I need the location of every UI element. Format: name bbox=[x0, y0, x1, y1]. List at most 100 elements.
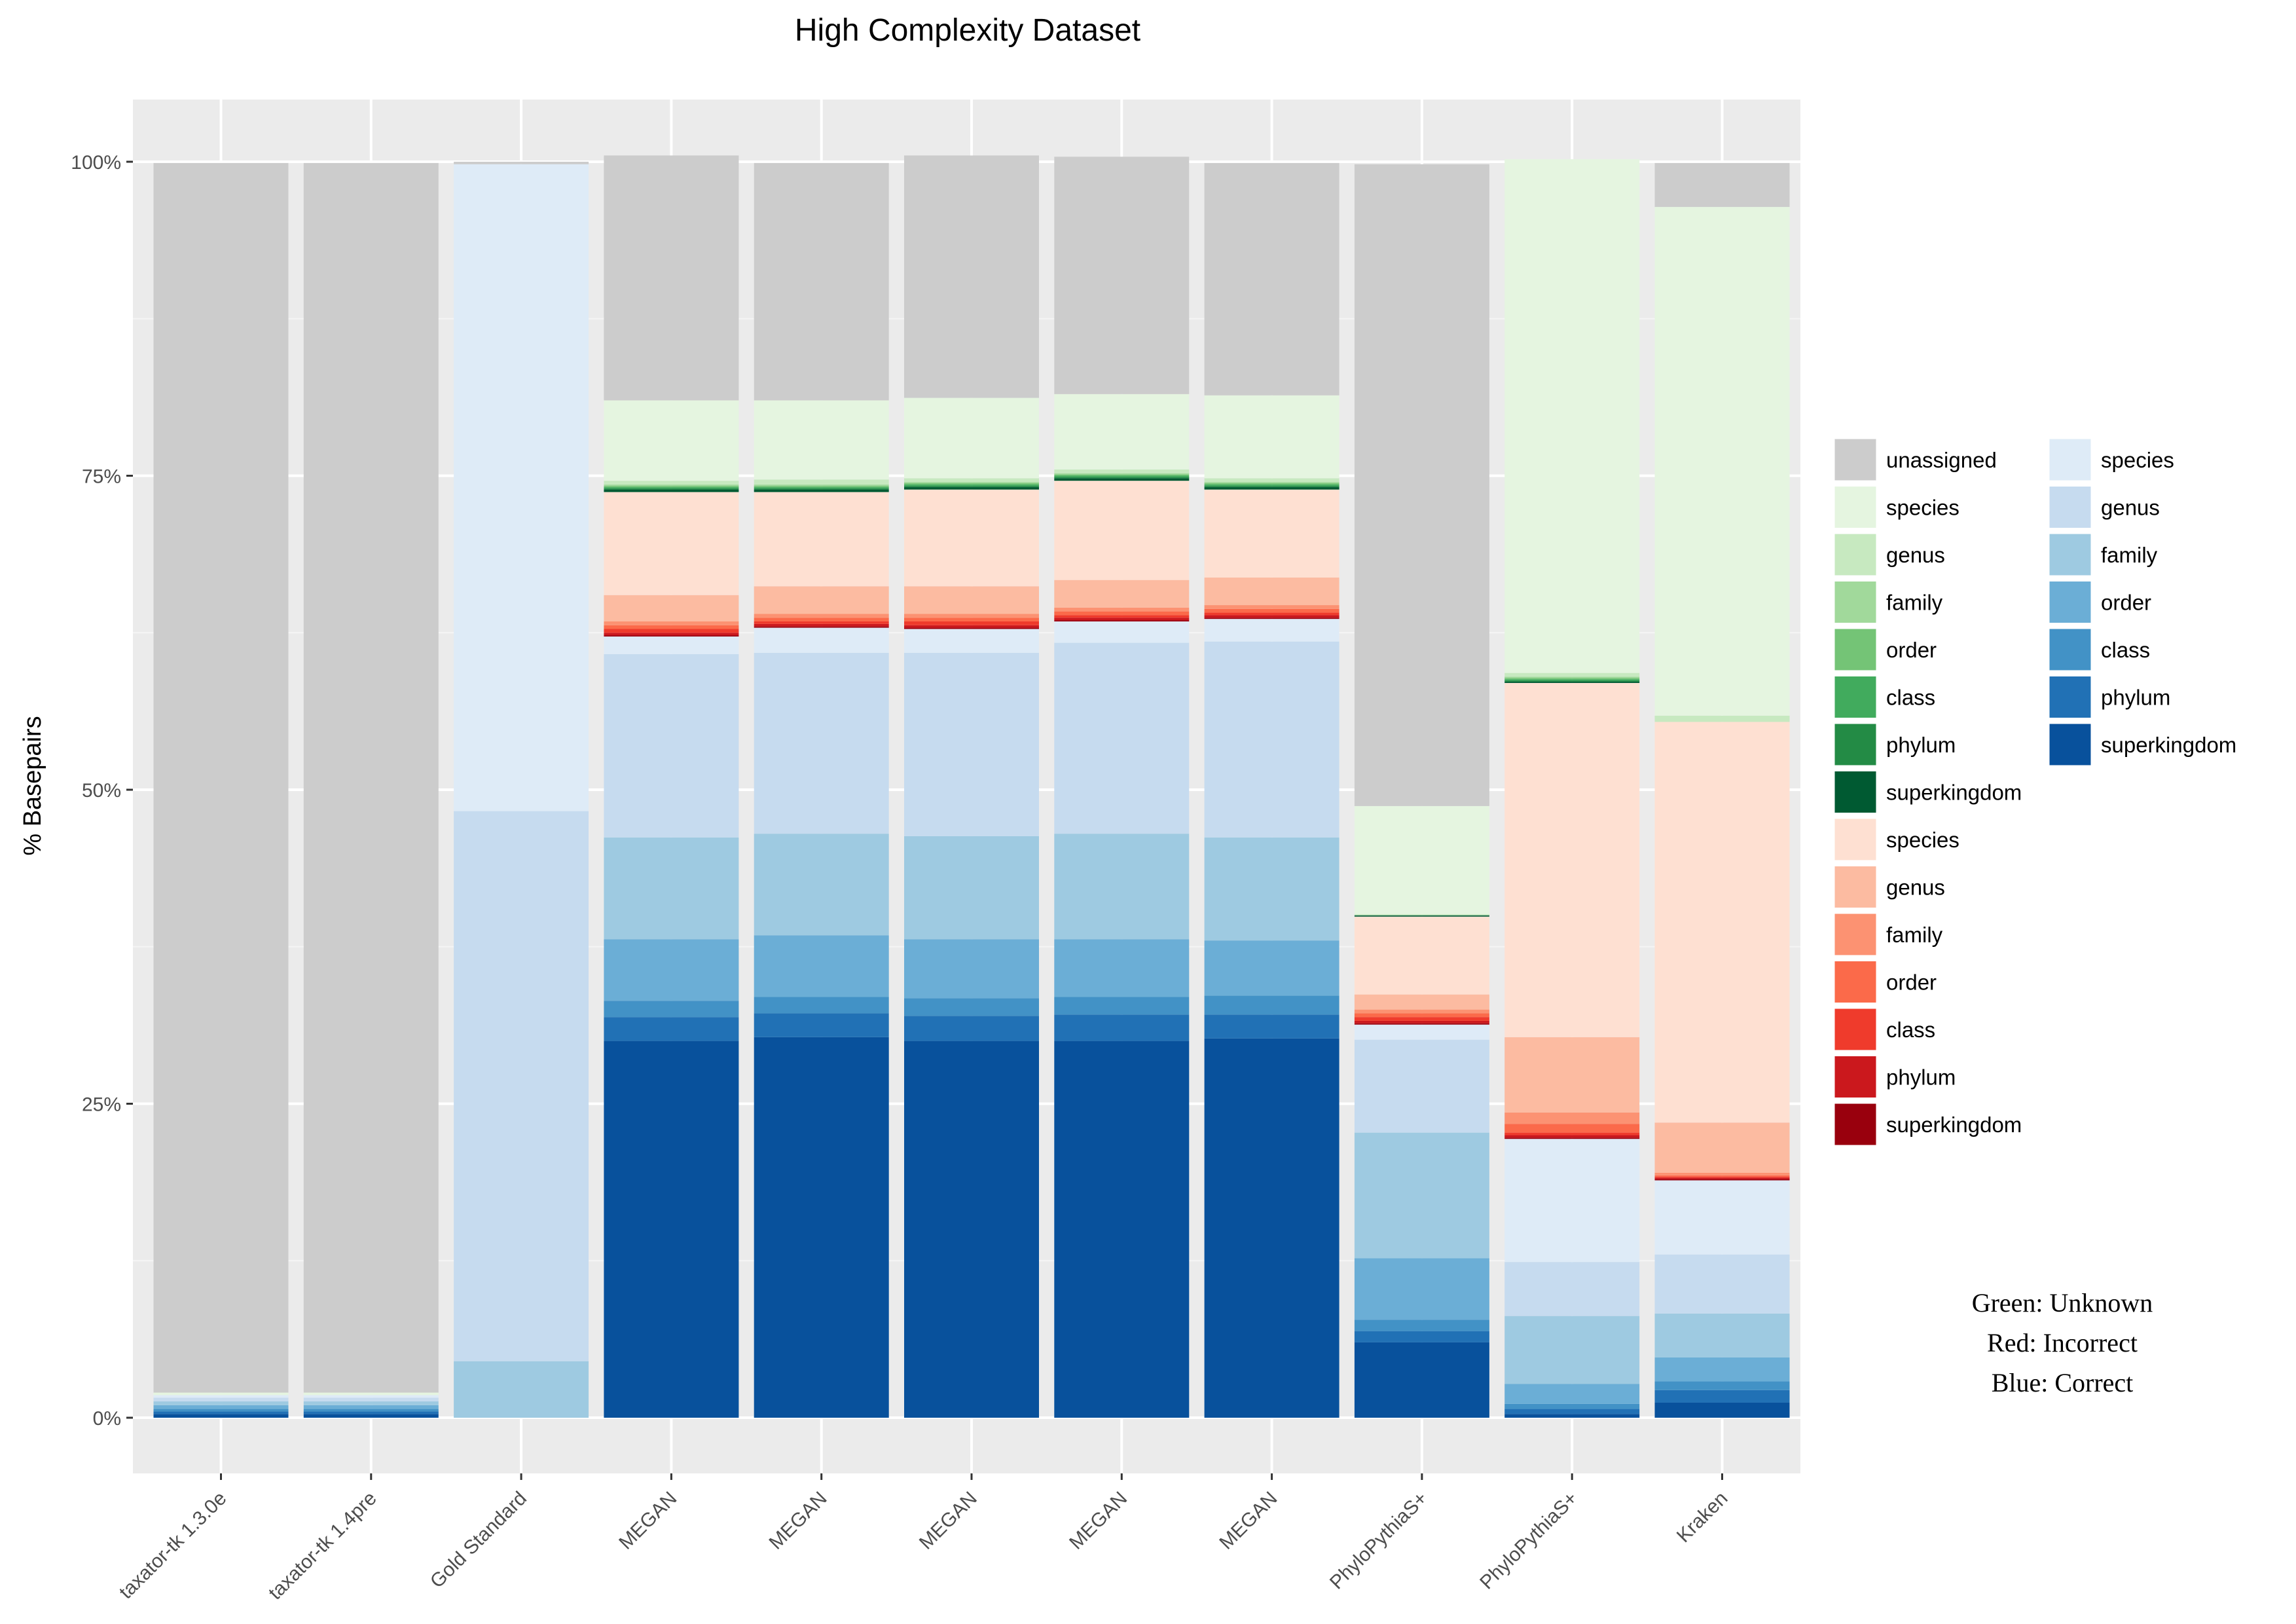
bar-segment-order bbox=[604, 939, 739, 1001]
bar-segment-phylum bbox=[604, 488, 739, 490]
legend-swatch bbox=[1832, 674, 1878, 720]
bar-stack bbox=[303, 162, 439, 1418]
bar-segment-phylum bbox=[1204, 615, 1339, 618]
legend-swatch bbox=[2047, 580, 2093, 625]
chart-title: High Complexity Dataset bbox=[795, 13, 1140, 48]
bar-segment-phylum bbox=[1504, 680, 1640, 682]
bar-segment-genus bbox=[904, 478, 1039, 483]
bar-segment-family bbox=[1654, 1172, 1790, 1175]
bar-segment-phylum bbox=[1054, 477, 1190, 479]
legend-swatch bbox=[2047, 532, 2093, 578]
bar-segment-superkingdom bbox=[1354, 915, 1489, 917]
bar-segment-phylum bbox=[604, 1017, 739, 1041]
bar-segment-unassigned bbox=[303, 162, 439, 1393]
bar-segment-species bbox=[153, 1392, 289, 1395]
bar-segment-family bbox=[1204, 605, 1339, 609]
bar-segment-family bbox=[1204, 482, 1339, 484]
bar-segment-order bbox=[1054, 611, 1190, 616]
bar-segment-order bbox=[1504, 1384, 1640, 1404]
bar-segment-family bbox=[904, 614, 1039, 618]
bar-segment-phylum bbox=[904, 485, 1039, 487]
bar-segment-superkingdom bbox=[904, 1041, 1039, 1418]
bar-segment-species bbox=[1354, 1024, 1489, 1040]
bar-segment-genus bbox=[604, 654, 739, 838]
bar-segment-genus bbox=[454, 811, 589, 1361]
bar-segment-class bbox=[1504, 1132, 1640, 1135]
legend: unassigned species genus family order class ph… bbox=[1832, 437, 2236, 1147]
bar-segment-genus bbox=[1504, 673, 1640, 677]
bar-segment-genus bbox=[1204, 577, 1339, 606]
y-axis-label: % Basepairs bbox=[19, 716, 46, 855]
bar-segment-order bbox=[1204, 940, 1339, 996]
bar-segment-species bbox=[1504, 159, 1640, 673]
bar-segment-species bbox=[1354, 805, 1489, 914]
bar-segment-species bbox=[454, 164, 589, 811]
bar-segment-genus bbox=[754, 652, 889, 834]
bar-segment-phylum bbox=[303, 1411, 439, 1414]
bar-segment-phylum bbox=[1504, 1409, 1640, 1414]
bar-segment-phylum bbox=[754, 488, 889, 490]
legend-label: class bbox=[1886, 686, 1935, 710]
bar-segment-genus bbox=[1054, 469, 1190, 473]
legend-label: species bbox=[2101, 448, 2174, 472]
bar-segment-species bbox=[754, 400, 889, 480]
legend-swatch bbox=[1832, 959, 1878, 1005]
bar-segment-phylum bbox=[604, 633, 739, 636]
bar-segment-class bbox=[1204, 995, 1339, 1015]
bar-segment-family bbox=[153, 1401, 289, 1405]
bar-segment-class bbox=[904, 621, 1039, 625]
legend-label: species bbox=[1886, 496, 1959, 520]
bar-segment-species bbox=[1504, 682, 1640, 1037]
bar-segment-family bbox=[1054, 473, 1190, 475]
bar-segment-genus bbox=[1204, 641, 1339, 838]
bar-segment-phylum bbox=[754, 623, 889, 627]
bar-segment-superkingdom bbox=[604, 635, 739, 637]
legend-swatch bbox=[1832, 627, 1878, 673]
legend-swatch bbox=[1832, 437, 1878, 483]
bar-stack bbox=[1504, 159, 1640, 1418]
bar-segment-class bbox=[1054, 475, 1190, 477]
bar-segment-genus bbox=[1654, 1254, 1790, 1314]
bar-segment-family bbox=[1504, 1316, 1640, 1384]
bar-segment-species bbox=[604, 492, 739, 595]
bar-segment-family bbox=[454, 1361, 589, 1418]
bar-segment-superkingdom bbox=[1054, 478, 1190, 481]
bar-segment-genus bbox=[904, 652, 1039, 836]
legend-label: genus bbox=[1886, 543, 1945, 567]
bar-segment-species bbox=[1054, 621, 1190, 643]
bar-segment-species bbox=[604, 637, 739, 654]
bar-segment-species bbox=[303, 1395, 439, 1398]
bar-segment-family bbox=[1354, 1132, 1489, 1259]
bar-segment-class bbox=[1354, 1320, 1489, 1331]
bar-segment-species bbox=[1204, 395, 1339, 479]
legend-swatch bbox=[1832, 722, 1878, 767]
bar-segment-family bbox=[1504, 1112, 1640, 1124]
bar-segment-superkingdom bbox=[904, 627, 1039, 629]
bar-segment-species bbox=[1654, 1180, 1790, 1255]
legend-swatch bbox=[2047, 437, 2093, 483]
bar-segment-family bbox=[303, 1401, 439, 1405]
bar-segment-order bbox=[1204, 608, 1339, 613]
bar-segment-class bbox=[754, 621, 889, 624]
bar-segment-genus bbox=[303, 1397, 439, 1402]
bar-segment-order bbox=[754, 618, 889, 621]
legend-label: family bbox=[1886, 923, 1943, 947]
legend-label: family bbox=[2101, 543, 2158, 567]
y-axis-ticks: 0% 25% 50% 75% 100% bbox=[71, 152, 133, 1430]
y-tick-label: 75% bbox=[82, 466, 121, 488]
legend-label: phylum bbox=[2101, 686, 2170, 710]
bar-segment-superkingdom bbox=[1354, 1342, 1489, 1418]
legend-swatch bbox=[2047, 627, 2093, 673]
annotation-green: Green: Unknown bbox=[1972, 1288, 2153, 1318]
bar-segment-superkingdom bbox=[1504, 682, 1640, 683]
bar-segment-superkingdom bbox=[303, 1414, 439, 1418]
legend-label: phylum bbox=[1886, 733, 1956, 757]
bar-segment-species bbox=[1504, 1139, 1640, 1263]
bar-stack bbox=[1204, 162, 1339, 1418]
legend-label: order bbox=[1886, 638, 1937, 662]
bar-segment-order bbox=[1654, 1357, 1790, 1382]
bar-segment-order bbox=[303, 1405, 439, 1409]
bar-segment-class bbox=[1654, 1176, 1790, 1178]
bar-segment-species bbox=[1354, 916, 1489, 995]
